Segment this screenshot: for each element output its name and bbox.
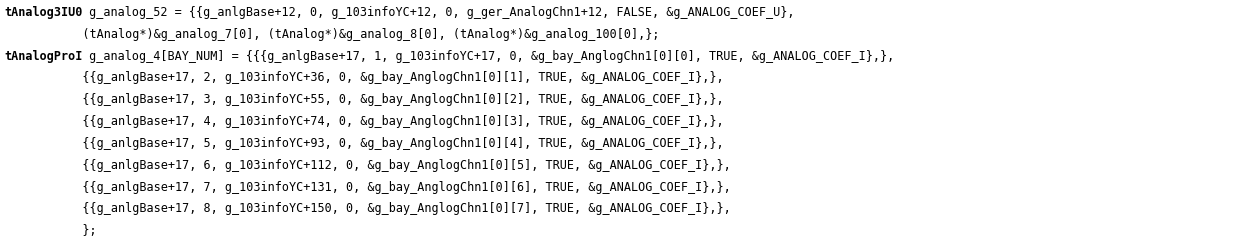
Text: {{g_anlgBase+17, 7, g_103infoYC+131, 0, &g_bay_AnglogChn1[0][6], TRUE, &g_ANALOG: {{g_anlgBase+17, 7, g_103infoYC+131, 0, … <box>4 181 730 194</box>
Text: {{g_anlgBase+17, 3, g_103infoYC+55, 0, &g_bay_AnglogChn1[0][2], TRUE, &g_ANALOG_: {{g_anlgBase+17, 3, g_103infoYC+55, 0, &… <box>4 93 724 106</box>
Text: {{g_anlgBase+17, 2, g_103infoYC+36, 0, &g_bay_AnglogChn1[0][1], TRUE, &g_ANALOG_: {{g_anlgBase+17, 2, g_103infoYC+36, 0, &… <box>4 71 724 84</box>
Text: {{g_anlgBase+17, 4, g_103infoYC+74, 0, &g_bay_AnglogChn1[0][3], TRUE, &g_ANALOG_: {{g_anlgBase+17, 4, g_103infoYC+74, 0, &… <box>4 115 724 128</box>
Text: g_analog_52 = {{g_anlgBase+12, 0, g_103infoYC+12, 0, g_ger_AnalogChn1+12, FALSE,: g_analog_52 = {{g_anlgBase+12, 0, g_103i… <box>83 6 795 19</box>
Text: tAnalog3IU0: tAnalog3IU0 <box>4 6 83 19</box>
Text: {{g_anlgBase+17, 8, g_103infoYC+150, 0, &g_bay_AnglogChn1[0][7], TRUE, &g_ANALOG: {{g_anlgBase+17, 8, g_103infoYC+150, 0, … <box>4 202 730 215</box>
Text: {{g_anlgBase+17, 5, g_103infoYC+93, 0, &g_bay_AnglogChn1[0][4], TRUE, &g_ANALOG_: {{g_anlgBase+17, 5, g_103infoYC+93, 0, &… <box>4 137 724 150</box>
Text: (tAnalog*)&g_analog_7[0], (tAnalog*)&g_analog_8[0], (tAnalog*)&g_analog_100[0],}: (tAnalog*)&g_analog_7[0], (tAnalog*)&g_a… <box>4 28 660 41</box>
Text: };: }; <box>4 224 97 237</box>
Text: g_analog_4[BAY_NUM] = {{{g_anlgBase+17, 1, g_103infoYC+17, 0, &g_bay_AnglogChn1[: g_analog_4[BAY_NUM] = {{{g_anlgBase+17, … <box>83 50 895 63</box>
Text: {{g_anlgBase+17, 6, g_103infoYC+112, 0, &g_bay_AnglogChn1[0][5], TRUE, &g_ANALOG: {{g_anlgBase+17, 6, g_103infoYC+112, 0, … <box>4 159 730 172</box>
Text: tAnalogProI: tAnalogProI <box>4 50 83 63</box>
